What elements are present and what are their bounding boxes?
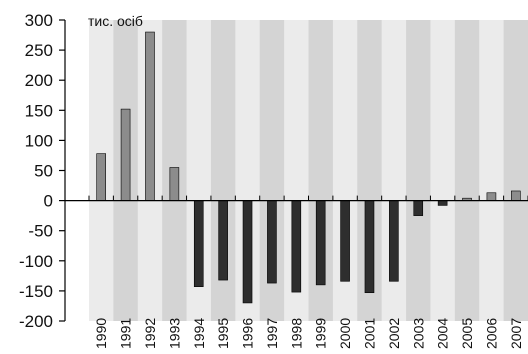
x-tick-label: 1994 [191,318,207,349]
x-tick-label: 2003 [410,318,426,349]
y-tick-labels: 300 250 200 150 100 50 0 -50 -100 -150 -200 [19,11,53,331]
y-tick-label: 300 [25,11,53,30]
x-tick-label: 2007 [508,318,524,349]
y-tick-label: 150 [25,101,53,120]
x-tick-label: 2001 [361,318,377,349]
category-stripe [479,20,505,321]
bar [218,200,228,281]
x-tick-label: 1998 [288,318,304,349]
x-tick-label: 2002 [386,318,402,349]
bar [389,200,399,282]
bar [340,200,350,282]
bar [193,200,204,287]
y-tick-label: 0 [44,192,53,211]
category-stripe [406,20,431,321]
y-tick-label: 100 [25,131,53,150]
category-stripes [89,20,528,321]
bar [413,200,424,216]
y-tick-label: 200 [25,71,53,90]
x-tick-label: 1999 [313,318,329,349]
x-tick-labels: 1990 1991 1992 1993 1994 1995 1996 1997 1998 1999… [93,318,524,349]
x-tick-label: 1995 [215,318,231,349]
y-axis-unit-label: тис. осіб [88,13,143,29]
axes [59,19,528,322]
bar [120,108,131,201]
x-tick-label: 1993 [166,318,182,349]
y-tick-label: -150 [19,282,53,301]
bar [96,153,106,201]
bar [145,31,155,201]
y-tick-label: -100 [19,252,53,271]
x-tick-label: 1991 [118,318,134,349]
y-tick-label: 250 [25,41,53,60]
bar [486,192,497,201]
x-tick-label: 2005 [459,318,475,349]
x-tick-label: 1992 [142,318,158,349]
x-tick-label: 2000 [337,318,353,349]
x-tick-label: 1996 [240,318,256,349]
bar [511,190,521,201]
x-tick-label: 2006 [483,318,499,349]
bar [267,200,277,284]
bar [364,200,375,294]
y-tick-label: -200 [19,312,53,331]
bar [169,167,180,201]
x-tick-label: 1997 [264,318,280,349]
category-stripe [430,20,456,321]
bar [242,200,253,304]
x-tick-label: 2004 [435,318,451,349]
y-tick-label: 50 [34,162,53,181]
bar [315,200,326,286]
category-stripe [503,20,528,321]
bar [437,200,448,206]
x-tick-label: 1990 [93,318,109,349]
category-stripe [454,20,480,321]
bar [291,200,302,293]
y-tick-label: -50 [28,222,53,241]
